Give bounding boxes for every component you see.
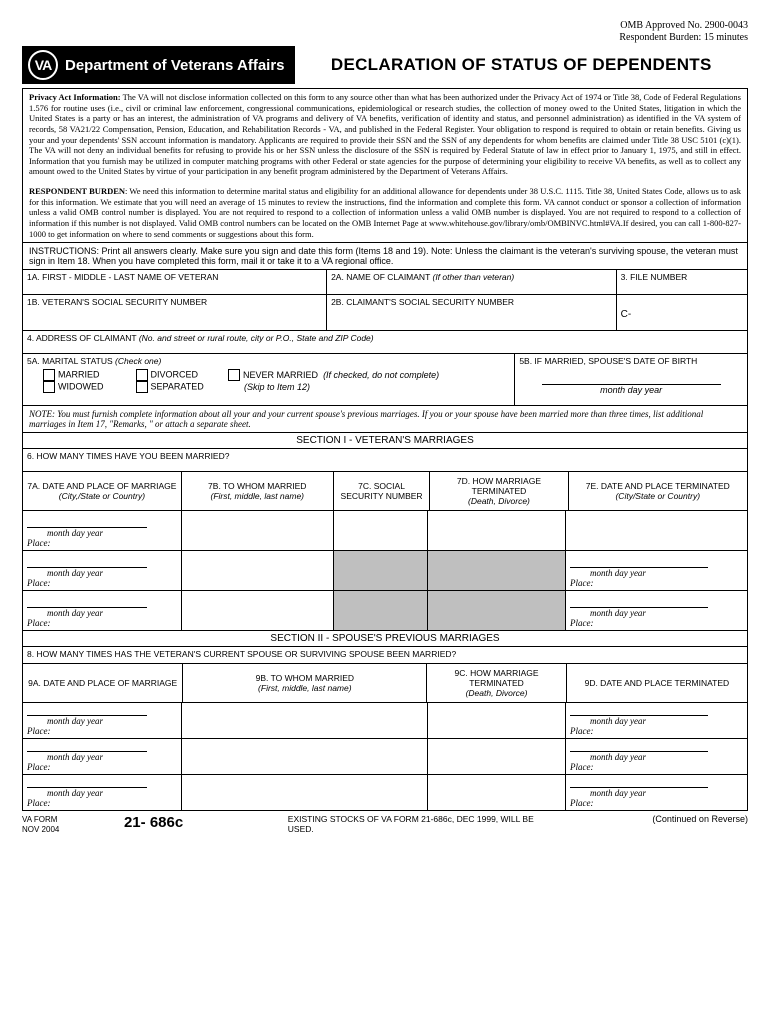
dept-name: Department of Veterans Affairs bbox=[65, 57, 285, 74]
privacy-text: The VA will not disclose information col… bbox=[29, 92, 741, 176]
row-6: 6. HOW MANY TIMES HAVE YOU BEEN MARRIED? bbox=[23, 448, 747, 471]
footer-right: (Continued on Reverse) bbox=[652, 814, 748, 824]
field-4[interactable]: 4. ADDRESS OF CLAIMANT (No. and street o… bbox=[23, 331, 747, 353]
respondent-heading: RESPONDENT BURDEN bbox=[29, 186, 125, 196]
row-4: 4. ADDRESS OF CLAIMANT (No. and street o… bbox=[23, 330, 747, 353]
header-row: VA Department of Veterans Affairs DECLAR… bbox=[22, 46, 748, 84]
footer: VA FORM NOV 2004 21- 686c EXISTING STOCK… bbox=[22, 814, 748, 834]
sec2-row-3: month day yearPlace: month day yearPlace… bbox=[23, 774, 747, 810]
cell-7d-1[interactable] bbox=[428, 511, 566, 550]
cell-7d-2-grey bbox=[428, 551, 566, 590]
field-2b[interactable]: 2B. CLAIMANT'S SOCIAL SECURITY NUMBER bbox=[327, 295, 617, 330]
sec2-row-2: month day yearPlace: month day yearPlace… bbox=[23, 738, 747, 774]
row-1b-2b-c: 1B. VETERAN'S SOCIAL SECURITY NUMBER 2B.… bbox=[23, 294, 747, 330]
sec2-header: 9A. DATE AND PLACE OF MARRIAGE 9B. TO WH… bbox=[23, 663, 747, 702]
sec2-row-1: month day yearPlace: month day yearPlace… bbox=[23, 702, 747, 738]
omb-number: OMB Approved No. 2900-0043 bbox=[620, 20, 748, 31]
field-c-prefix[interactable]: C- bbox=[617, 295, 747, 330]
field-2a[interactable]: 2A. NAME OF CLAIMANT (If other than vete… bbox=[327, 270, 617, 294]
form-title: DECLARATION OF STATUS OF DEPENDENTS bbox=[295, 55, 748, 75]
field-3[interactable]: 3. FILE NUMBER bbox=[617, 270, 747, 294]
cell-7e-1[interactable] bbox=[566, 511, 747, 550]
row-1a-2a-3: 1A. FIRST - MIDDLE - LAST NAME OF VETERA… bbox=[23, 269, 747, 294]
cell-7b-1[interactable] bbox=[182, 511, 334, 550]
cell-7c-2-grey bbox=[334, 551, 428, 590]
footer-mid: EXISTING STOCKS OF VA FORM 21-686c, DEC … bbox=[288, 814, 548, 834]
dept-band: VA Department of Veterans Affairs bbox=[22, 46, 295, 84]
respondent-text: : We need this information to determine … bbox=[29, 186, 741, 239]
field-5b[interactable]: 5B. IF MARRIED, SPOUSE'S DATE OF BIRTH m… bbox=[515, 354, 747, 405]
field-5a: 5A. MARITAL STATUS (Check one) MARRIED D… bbox=[23, 354, 515, 405]
section-1-heading: SECTION I - VETERAN'S MARRIAGES bbox=[23, 432, 747, 448]
field-1a[interactable]: 1A. FIRST - MIDDLE - LAST NAME OF VETERA… bbox=[23, 270, 327, 294]
marriage-note: NOTE: You must furnish complete informat… bbox=[23, 405, 747, 432]
main-box: Privacy Act Information: The VA will not… bbox=[22, 88, 748, 811]
form-page: OMB Approved No. 2900-0043 Respondent Bu… bbox=[0, 0, 770, 844]
checkbox-separated[interactable] bbox=[136, 381, 148, 393]
footer-left: VA FORM NOV 2004 bbox=[22, 814, 59, 834]
sec1-row-2: month day yearPlace: month day yearPlace… bbox=[23, 550, 747, 590]
respondent-burden: Respondent Burden: 15 minutes bbox=[619, 32, 748, 43]
checkbox-married[interactable] bbox=[43, 369, 55, 381]
row-8: 8. HOW MANY TIMES HAS THE VETERAN'S CURR… bbox=[23, 646, 747, 663]
instructions: INSTRUCTIONS: Print all answers clearly.… bbox=[23, 242, 747, 269]
cell-7c-1[interactable] bbox=[334, 511, 428, 550]
field-6[interactable]: 6. HOW MANY TIMES HAVE YOU BEEN MARRIED? bbox=[23, 449, 747, 471]
row-5: 5A. MARITAL STATUS (Check one) MARRIED D… bbox=[23, 353, 747, 405]
privacy-para: Privacy Act Information: The VA will not… bbox=[23, 89, 747, 180]
field-1b[interactable]: 1B. VETERAN'S SOCIAL SECURITY NUMBER bbox=[23, 295, 327, 330]
omb-block: OMB Approved No. 2900-0043 Respondent Bu… bbox=[22, 20, 748, 44]
checkbox-never[interactable] bbox=[228, 369, 240, 381]
sec1-row-1: month day yearPlace: bbox=[23, 510, 747, 550]
form-number: 21- 686c bbox=[124, 814, 183, 831]
va-logo-icon: VA bbox=[28, 50, 58, 80]
checkbox-divorced[interactable] bbox=[136, 369, 148, 381]
field-8[interactable]: 8. HOW MANY TIMES HAS THE VETERAN'S CURR… bbox=[23, 647, 747, 663]
respondent-para: RESPONDENT BURDEN: We need this informat… bbox=[23, 180, 747, 242]
privacy-heading: Privacy Act Information: bbox=[29, 92, 121, 102]
sec1-row-3: month day yearPlace: month day yearPlace… bbox=[23, 590, 747, 630]
section-2-heading: SECTION II - SPOUSE'S PREVIOUS MARRIAGES bbox=[23, 630, 747, 646]
sec1-header: 7A. DATE AND PLACE OF MARRIAGE(City,/Sta… bbox=[23, 471, 747, 510]
checkbox-widowed[interactable] bbox=[43, 381, 55, 393]
